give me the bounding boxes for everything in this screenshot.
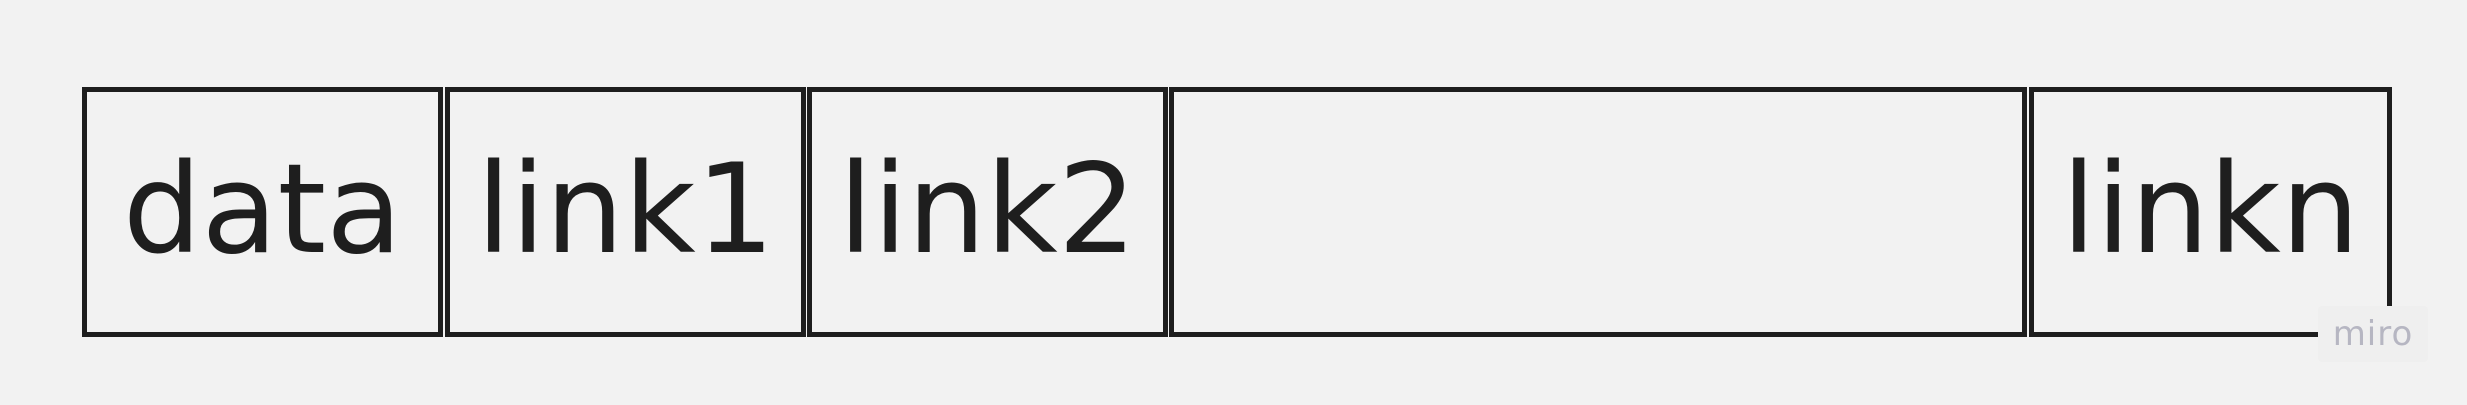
cell-link2: link2 [807, 87, 1168, 337]
miro-watermark: miro [2318, 306, 2428, 362]
cell-link1-label: link1 [476, 138, 775, 282]
cell-linkn: linkn [2029, 87, 2392, 337]
cell-link2-label: link2 [838, 138, 1137, 282]
watermark-text: miro [2332, 314, 2414, 354]
cell-link1: link1 [445, 87, 806, 337]
cell-linkn-label: linkn [2061, 138, 2360, 282]
cell-data-label: data [122, 138, 403, 282]
cell-data: data [82, 87, 443, 337]
cell-gap [1169, 87, 2027, 337]
